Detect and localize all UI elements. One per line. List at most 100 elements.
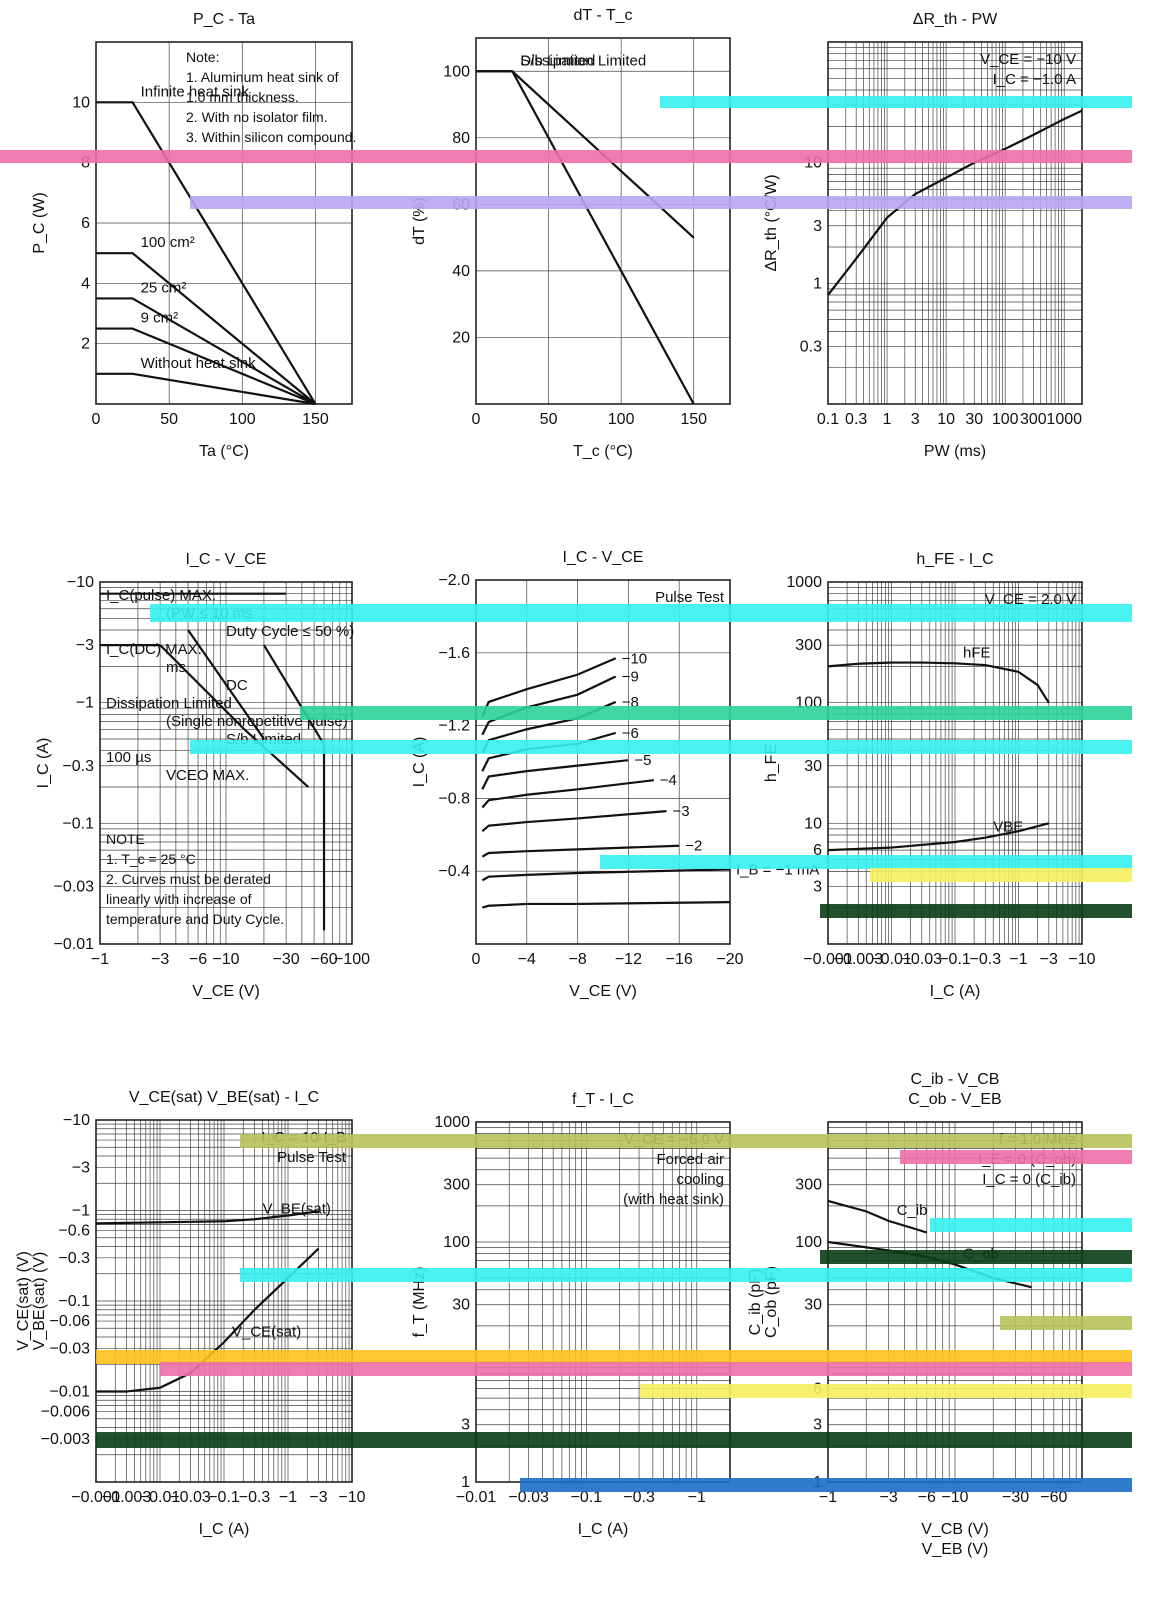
x-tick-label: −1 <box>819 1489 837 1506</box>
x-tick-label: 0 <box>472 951 481 968</box>
series-line <box>481 675 617 736</box>
y-axis-label: I_C (A) <box>35 738 52 789</box>
note-text: 1. Aluminum heat sink of <box>186 69 339 85</box>
annotation-text: V_CE = 2.0 V <box>985 591 1076 608</box>
x-tick-label: 10 <box>937 411 955 428</box>
y-tick-label: −3 <box>72 1159 90 1176</box>
x-tick-label: −3 <box>309 1489 327 1506</box>
chart-label: Dissipation Limited <box>106 695 232 712</box>
x-axis-label: PW (ms) <box>924 443 986 460</box>
annotation-text: I_C = −1.0 A <box>993 71 1076 88</box>
x-tick-label: 300 <box>1020 411 1047 428</box>
y-tick-label: 3 <box>461 1417 470 1434</box>
x-tick-label: 100 <box>608 411 635 428</box>
x-tick-label: −100 <box>334 951 370 968</box>
curve-label: V_CE(sat) <box>232 1323 301 1340</box>
chart-label: I_C(pulse) MAX. <box>106 587 216 604</box>
x-tick-label: −10 <box>941 1489 968 1506</box>
x-axis-label: V_CB (V) <box>921 1521 989 1538</box>
series-line <box>159 644 246 731</box>
plot-frame <box>99 581 353 945</box>
curve-label: Without heat sink <box>141 355 257 372</box>
x-tick-label: −4 <box>518 951 536 968</box>
curve-label: −3 <box>673 803 690 820</box>
note-text: 2. With no isolator film. <box>186 109 328 125</box>
x-tick-label: −60 <box>1040 1489 1067 1506</box>
scan-artifact-stripe <box>870 868 1132 882</box>
chart-title: P_C - Ta <box>193 11 255 28</box>
x-tick-label: −0.003 <box>102 1489 151 1506</box>
x-axis-label: T_c (°C) <box>573 443 633 460</box>
x-tick-label: −0.01 <box>456 1489 497 1506</box>
x-tick-label: −10 <box>338 1489 365 1506</box>
x-tick-label: −20 <box>716 951 743 968</box>
series-line <box>187 629 265 740</box>
x-tick-label: −12 <box>615 951 642 968</box>
curve-label: VBE <box>993 819 1023 836</box>
x-axis-label: I_C (A) <box>930 983 981 1000</box>
y-axis-label: V_CE(sat) (V) <box>15 1251 32 1351</box>
chart-label: Duty Cycle ≤ 50 %) <box>226 623 354 640</box>
x-tick-label: −0.03 <box>508 1489 549 1506</box>
x-tick-label: 50 <box>160 411 178 428</box>
y-tick-label: 80 <box>452 130 470 147</box>
curve-label: −4 <box>660 772 677 789</box>
x-tick-label: −3 <box>1040 951 1058 968</box>
curve-label: −9 <box>622 668 639 685</box>
y-tick-label: 10 <box>804 815 822 832</box>
y-tick-label: −1.2 <box>438 718 470 735</box>
x-tick-label: 1 <box>883 411 892 428</box>
y-tick-label: −2.0 <box>438 572 470 589</box>
y-axis-label: P_C (W) <box>31 192 48 253</box>
y-axis-label: f_T (MHz) <box>411 1267 428 1338</box>
y-tick-label: 8 <box>81 155 90 172</box>
y-tick-label: −1 <box>76 695 94 712</box>
y-tick-label: 4 <box>81 275 90 292</box>
y-tick-label: −0.06 <box>50 1313 91 1330</box>
x-tick-label: −0.03 <box>170 1489 211 1506</box>
curve-label: V_BE(sat) <box>263 1200 331 1217</box>
chart-title: C_ib - V_CB <box>911 1071 1000 1088</box>
chart-rth-pw: ΔR_th - PW0.1 0.3 1 3 10 30 100 300 10000.31310P… <box>763 11 1083 460</box>
x-tick-label: −1 <box>91 951 109 968</box>
plot-frame <box>827 581 1083 945</box>
y-tick-label: 40 <box>452 263 470 280</box>
scan-artifact-stripe <box>96 1432 1132 1448</box>
series-line <box>95 1210 319 1225</box>
x-tick-label: −3 <box>151 951 169 968</box>
scan-artifact-stripe <box>660 96 1132 108</box>
x-tick-label: 0 <box>472 411 481 428</box>
x-tick-label: −60 <box>310 951 337 968</box>
y-axis-label: V_BE(sat) (V) <box>31 1252 48 1351</box>
scan-artifact-stripe <box>520 1478 1132 1492</box>
x-axis-label: V_EB (V) <box>922 1541 989 1558</box>
series-line <box>96 372 316 406</box>
chart-dt-tc: dT - T_c05010015020406080100T_c (°C)dT (… <box>411 7 731 460</box>
y-tick-label: 3 <box>813 218 822 235</box>
note-text: 2. Curves must be derated <box>106 871 271 887</box>
x-tick-label: 0.1 <box>817 411 839 428</box>
y-tick-label: −0.3 <box>58 1250 90 1267</box>
annotation-text: Forced air <box>656 1151 724 1168</box>
scan-artifact-stripe <box>600 855 1132 869</box>
chart-label: ms <box>166 659 186 676</box>
y-tick-label: −1 <box>72 1203 90 1220</box>
chart-ic-vce-soa: I_C - V_CE −1 −3 −6 −10 −30 −60−100 −0.01 −0.03 −… <box>35 551 370 1000</box>
y-axis-label: C_ob (pF) <box>763 1266 780 1338</box>
x-tick-label: −1 <box>688 1489 706 1506</box>
y-tick-label: 10 <box>72 94 90 111</box>
note-text: Note: <box>186 49 219 65</box>
x-tick-label: −0.01 <box>871 951 912 968</box>
y-tick-label: 3 <box>813 878 822 895</box>
x-tick-label: −0.001 <box>71 1489 120 1506</box>
scan-artifact-stripe <box>820 1250 1132 1264</box>
y-tick-label: 300 <box>443 1177 470 1194</box>
scan-artifact-stripe <box>240 1134 1132 1148</box>
y-tick-label: 1000 <box>434 1114 470 1131</box>
x-tick-label: −30 <box>273 951 300 968</box>
x-tick-label: −0.1 <box>939 951 971 968</box>
y-tick-label: −0.1 <box>62 815 94 832</box>
chart-label: VCEO MAX. <box>166 767 249 784</box>
annotation-text: Pulse Test <box>277 1149 347 1166</box>
